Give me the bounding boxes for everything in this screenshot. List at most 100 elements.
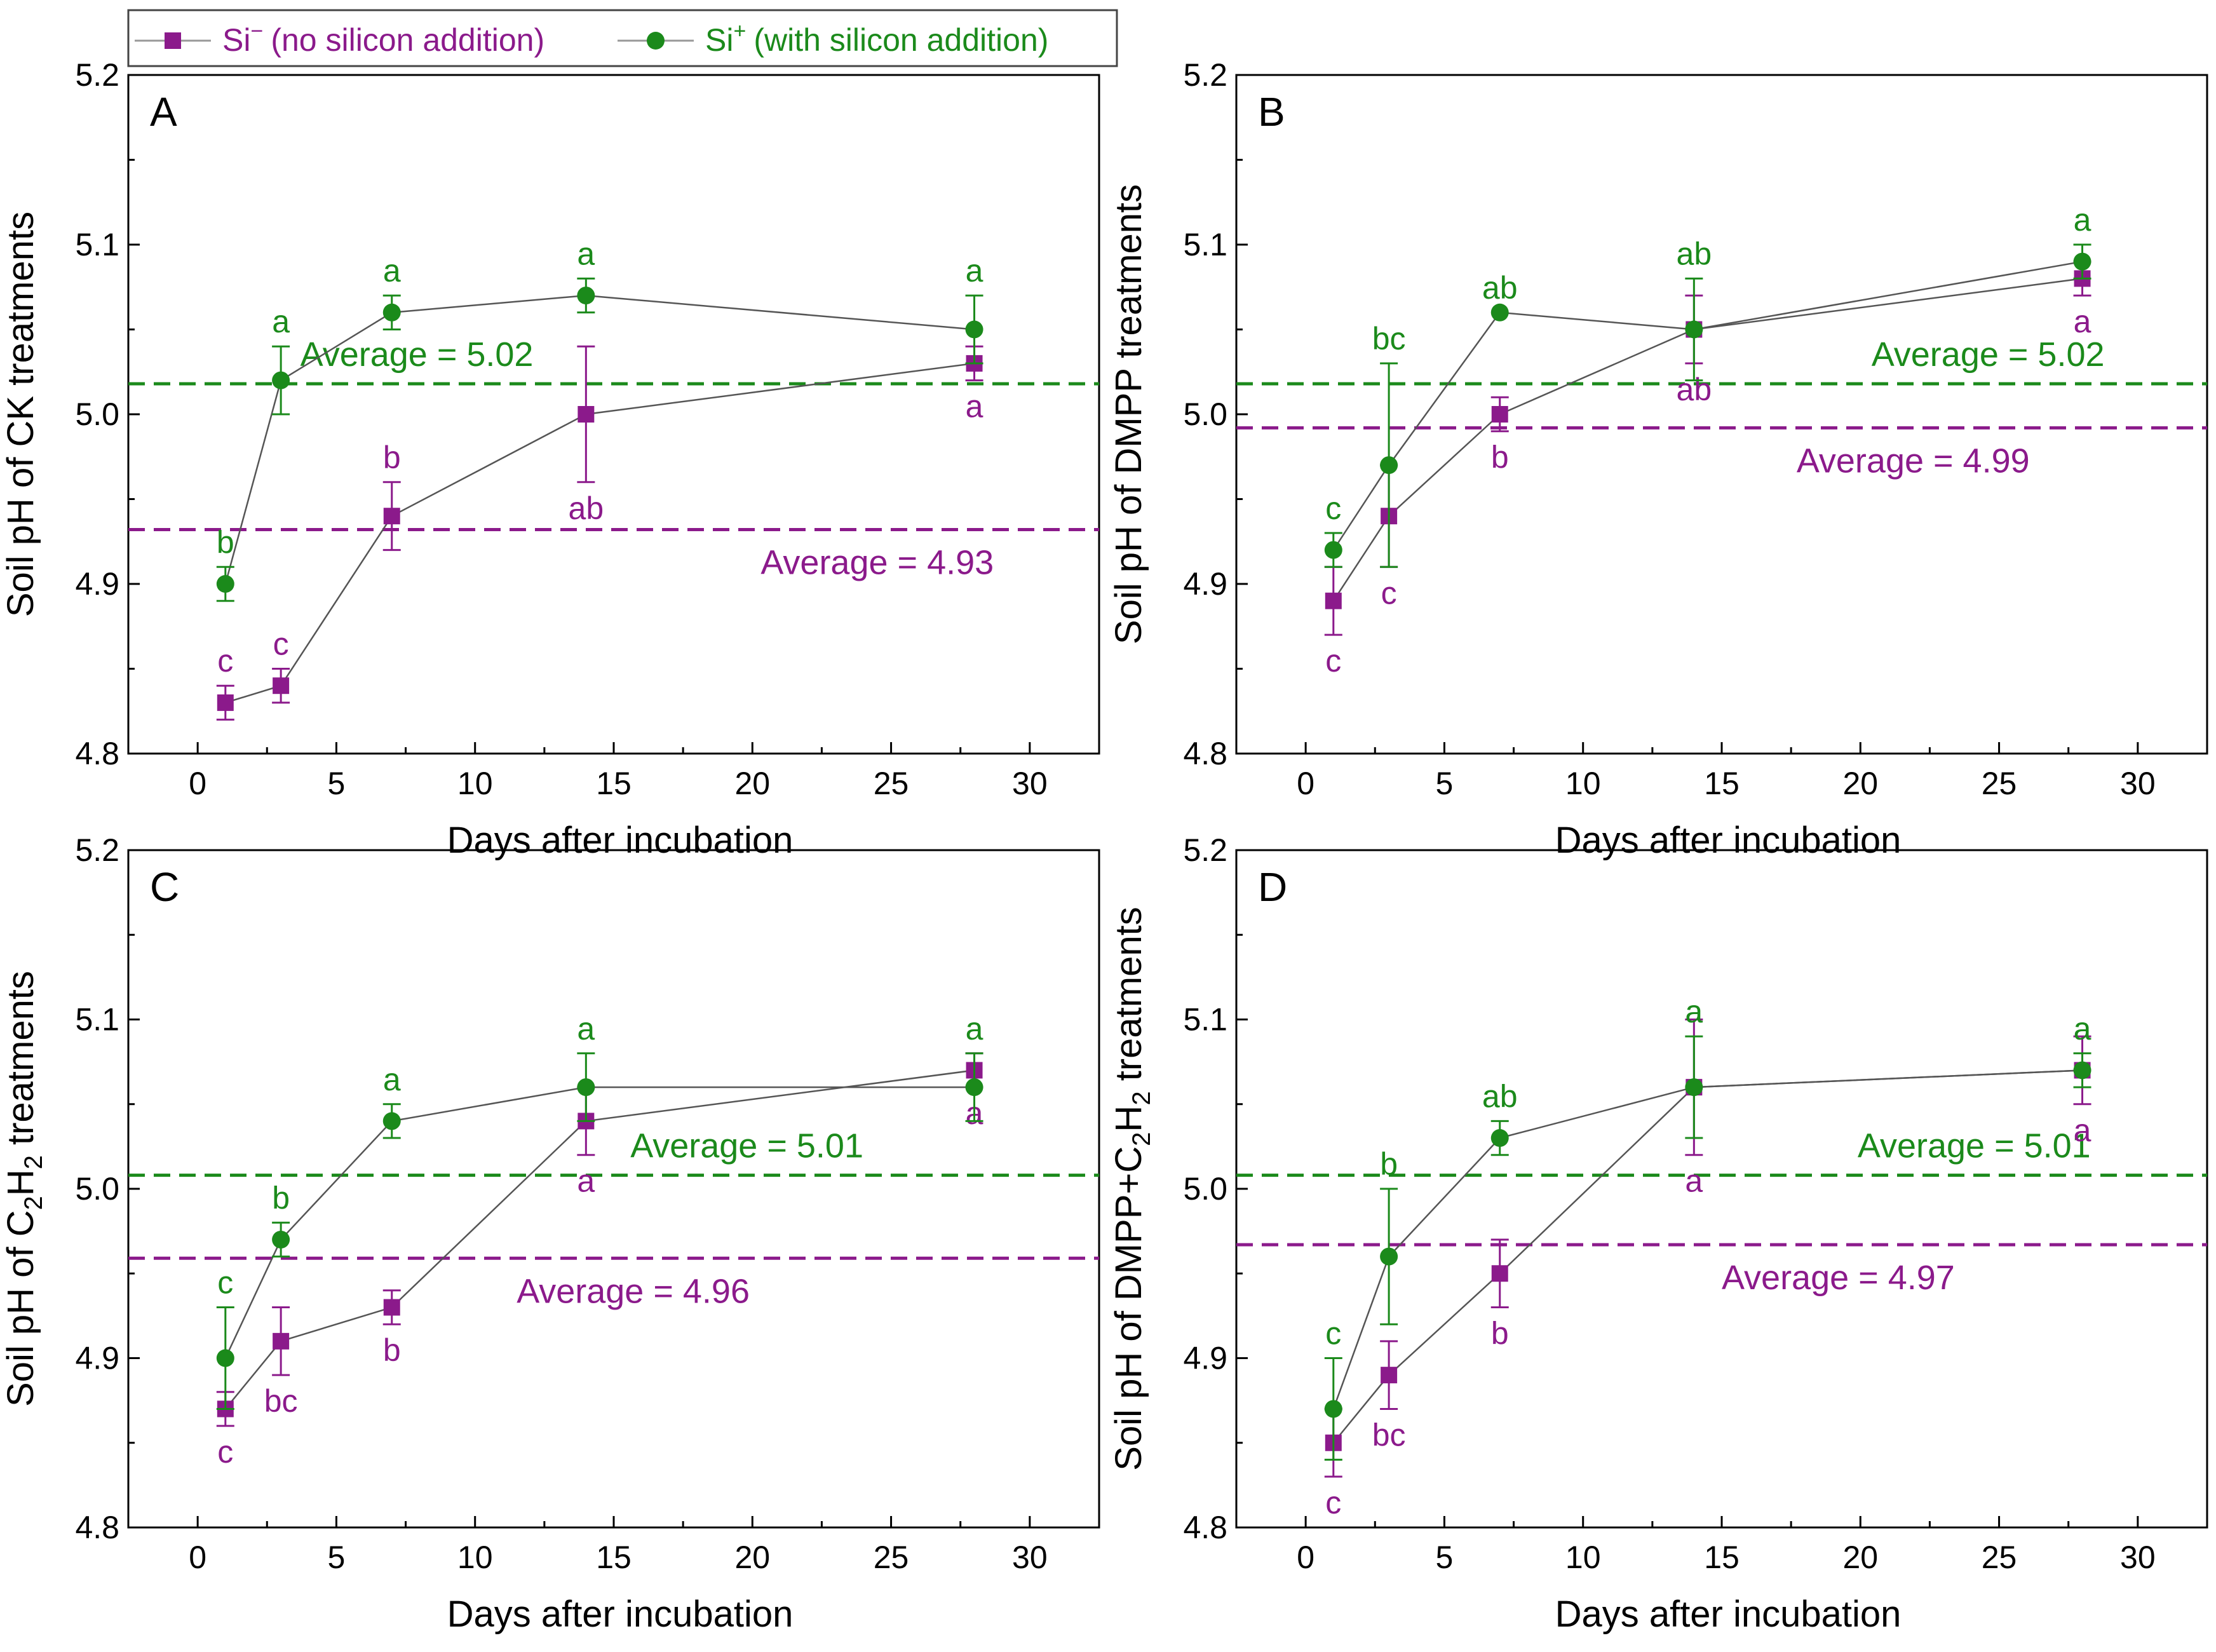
y-axis-label-part: Soil pH of C [0, 1210, 41, 1407]
legend-si-minus-description: (no silicon addition) [271, 22, 544, 58]
x-tick-label: 15 [1704, 766, 1740, 801]
x-tick-label: 25 [1982, 1540, 2017, 1575]
data-point-si_plus [216, 575, 234, 593]
x-tick-label: 0 [189, 1540, 206, 1575]
significance-letter-si_plus: bc [1372, 321, 1406, 356]
average-label-si_plus: Average = 5.01 [1858, 1127, 2091, 1165]
x-tick-label: 25 [874, 1540, 909, 1575]
significance-letter-si_plus: a [2074, 1011, 2091, 1046]
y-tick-label: 5.2 [75, 57, 119, 93]
y-tick-label: 4.8 [75, 1510, 119, 1545]
x-tick-label: 30 [1012, 766, 1048, 801]
data-point-si_minus [1491, 1265, 1508, 1282]
x-tick-label: 15 [596, 1540, 632, 1575]
y-axis-label-part: H [1108, 1106, 1149, 1132]
significance-letter-si_minus: b [383, 1332, 401, 1368]
y-tick-label: 4.9 [75, 1341, 119, 1376]
y-tick-label: 5.1 [75, 1002, 119, 1038]
significance-letter-si_plus: a [2074, 202, 2091, 238]
y-tick-label: 4.9 [75, 566, 119, 602]
x-axis-label: Days after incubation [447, 1594, 794, 1635]
legend-si-plus-description: (with silicon addition) [753, 22, 1048, 58]
x-tick-label: 15 [596, 766, 632, 801]
significance-letter-si_minus: c [217, 643, 233, 679]
series-line-si_minus [224, 1069, 975, 1410]
significance-letter-si_minus: a [2074, 304, 2091, 339]
x-tick-label: 0 [1297, 1540, 1314, 1575]
x-tick-label: 20 [734, 1540, 770, 1575]
x-tick-label: 10 [1565, 766, 1601, 801]
significance-letter-si_minus: a [1685, 1163, 1703, 1199]
x-tick-label: 30 [1012, 1540, 1048, 1575]
y-axis-label-subscript: 2 [1128, 1091, 1156, 1105]
y-tick-label: 4.9 [1183, 1341, 1227, 1376]
significance-letter-si_minus: c [273, 626, 289, 662]
panel-C: 4.8 4.9 5.0 5.1 5.2 0 5 10 15 20 25 30 C Days after i… [0, 832, 1100, 1635]
y-tick-label: 5.0 [1183, 396, 1227, 432]
significance-letter-si_minus: a [966, 389, 983, 424]
series-line-si_plus [1332, 1069, 2083, 1409]
y-axis-label-part: Soil pH of DMPP+C [1108, 1146, 1149, 1471]
data-point-si_plus [965, 1078, 983, 1097]
data-point-si_plus [965, 320, 983, 339]
panel-label: C [150, 864, 179, 910]
x-tick-label: 5 [1436, 766, 1454, 801]
data-point-si_plus [1380, 1247, 1398, 1266]
y-axis-label-subscript: 2 [20, 1196, 48, 1210]
legend-si-plus-superscript: + [733, 19, 746, 43]
data-point-si_plus [2073, 1061, 2091, 1080]
significance-letter-si_plus: a [272, 304, 290, 339]
significance-letter-si_plus: b [217, 524, 234, 560]
x-tick-label: 30 [2120, 1540, 2156, 1575]
significance-letter-si_minus: b [383, 440, 401, 475]
data-point-si_plus [577, 1078, 595, 1097]
significance-letter-si_plus: ab [1482, 1078, 1518, 1114]
panel-D: 4.8 4.9 5.0 5.1 5.2 0 5 10 15 20 25 30 D Days after i… [1108, 832, 2208, 1635]
significance-letter-si_minus: c [1325, 643, 1341, 679]
significance-letter-si_minus: b [1491, 1316, 1509, 1351]
y-tick-label: 4.8 [1183, 1510, 1227, 1545]
x-tick-label: 20 [1842, 1540, 1878, 1575]
average-label-si_plus: Average = 5.01 [630, 1127, 863, 1165]
legend-si-minus-superscript: − [250, 19, 263, 43]
x-axis-label: Days after incubation [1555, 1594, 1902, 1635]
legend-si-plus-symbol: Si [705, 22, 733, 58]
significance-letter-si_minus: bc [1372, 1417, 1406, 1452]
data-point-si_minus [1381, 1367, 1398, 1384]
data-point-si_plus [2073, 252, 2091, 271]
legend-si-minus-symbol: Si [222, 22, 250, 58]
panel-label: A [150, 89, 177, 135]
significance-letter-si_plus: b [1380, 1146, 1398, 1182]
significance-letter-si_minus: c [1325, 1485, 1341, 1520]
x-tick-label: 25 [874, 766, 909, 801]
panel-label: D [1258, 864, 1287, 910]
x-tick-label: 30 [2120, 766, 2156, 801]
significance-letter-si_minus: c [217, 1434, 233, 1470]
x-tick-label: 5 [328, 766, 346, 801]
data-point-si_minus [383, 1299, 400, 1316]
significance-letter-si_plus: c [217, 1265, 233, 1301]
average-label-si_plus: Average = 5.02 [1872, 335, 2105, 374]
y-axis-label: Soil pH of DMPP treatments [1108, 184, 1149, 644]
average-label-si_plus: Average = 5.02 [301, 335, 534, 374]
data-point-si_plus [1324, 541, 1342, 559]
y-axis-label-part: Soil pH of DMPP treatments [1108, 184, 1149, 644]
data-point-si_plus [1324, 1400, 1342, 1418]
data-point-si_plus [382, 1112, 401, 1130]
x-tick-label: 10 [457, 766, 493, 801]
x-tick-label: 15 [1704, 1540, 1740, 1575]
significance-letter-si_minus: c [1381, 575, 1397, 611]
y-axis-label-subscript: 2 [1128, 1132, 1156, 1146]
data-point-si_plus [272, 1230, 290, 1249]
x-tick-label: 25 [1982, 766, 2017, 801]
x-tick-label: 0 [1297, 766, 1314, 801]
series-line-si_minus [225, 362, 975, 704]
data-point-si_minus [578, 406, 595, 423]
y-tick-label: 5.0 [1183, 1171, 1227, 1207]
plot-frame [1235, 74, 2208, 755]
y-axis-label-part: Soil pH of CK treatments [0, 212, 41, 617]
x-tick-label: 10 [1565, 1540, 1601, 1575]
y-axis-label: Soil pH of CK treatments [0, 212, 41, 617]
significance-letter-si_plus: c [1325, 1316, 1341, 1351]
x-axis-label: Days after incubation [447, 820, 794, 861]
